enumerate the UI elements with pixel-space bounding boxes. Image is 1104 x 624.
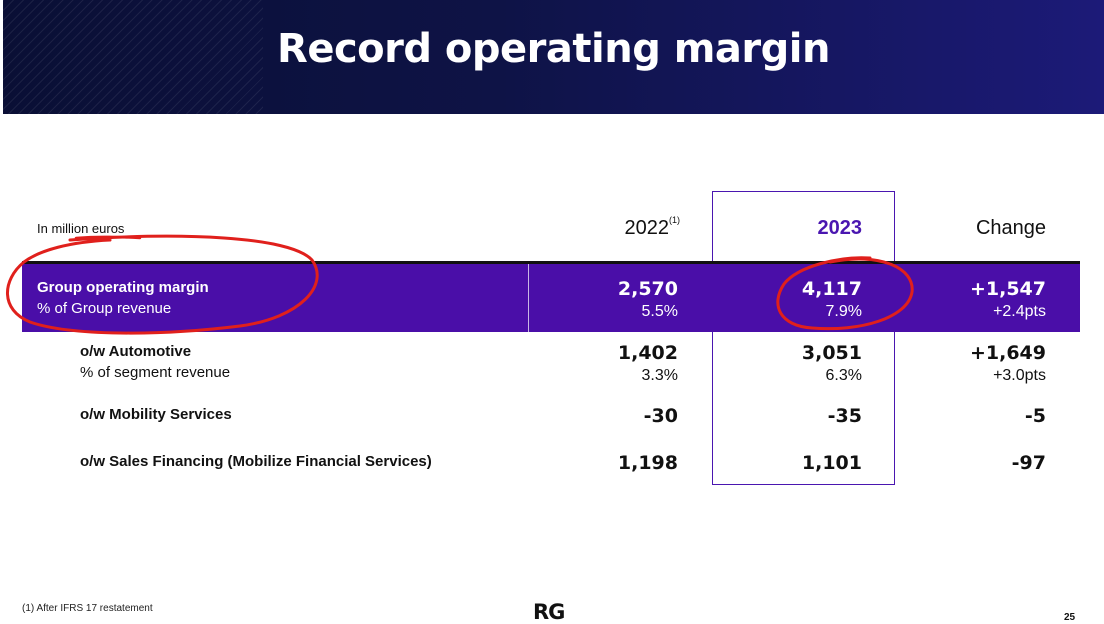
page-number: 25 [1064,612,1076,623]
row-sub-label: % of Group revenue [37,300,172,317]
brand-logo: RG [533,600,565,624]
pct-2022: 5.5% [641,303,678,320]
row-label: Group operating margin [37,279,209,296]
footnote: (1) After IFRS 17 restatement [22,603,153,614]
value-2022: -30 [643,405,678,427]
value-2022: 2,570 [617,278,678,300]
pct-change: +3.0pts [993,367,1046,384]
value-change: -97 [1011,452,1046,474]
value-change: +1,547 [969,278,1046,300]
column-header-2023: 2023 [817,217,863,239]
pct-2022: 3.3% [641,367,678,384]
title-banner: Record operating margin [3,0,1104,114]
column-header-2022: 2022(1) [560,215,681,240]
column-header-2022-text: 2022 [624,217,670,239]
pct-change: +2.4pts [993,303,1046,320]
value-change: -5 [1024,405,1046,427]
slide-title: Record operating margin [277,26,830,72]
annotation-underline [74,235,142,240]
table-top-rule [22,261,1080,264]
row-label: o/w Automotive [80,343,192,360]
pct-2023: 7.9% [825,303,862,320]
row-label: o/w Mobility Services [80,406,232,423]
highlight-2023-column [712,191,895,485]
value-2023: 4,117 [801,278,862,300]
band-divider [528,264,529,332]
value-2023: -35 [827,405,862,427]
unit-label: In million euros [37,221,125,236]
pct-2023: 6.3% [825,367,862,384]
column-header-change: Change [975,217,1046,239]
value-2022: 1,402 [617,342,678,364]
row-sub-label: % of segment revenue [80,364,231,381]
value-2023: 1,101 [801,452,862,474]
value-2022: 1,198 [617,452,678,474]
row-label: o/w Sales Financing (Mobilize Financial … [80,453,432,470]
value-change: +1,649 [969,342,1046,364]
value-2023: 3,051 [801,342,862,364]
footnote-marker: (1) [669,215,680,225]
banner-pattern [3,0,263,114]
